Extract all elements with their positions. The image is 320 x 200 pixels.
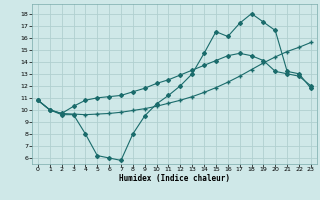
X-axis label: Humidex (Indice chaleur): Humidex (Indice chaleur): [119, 174, 230, 183]
